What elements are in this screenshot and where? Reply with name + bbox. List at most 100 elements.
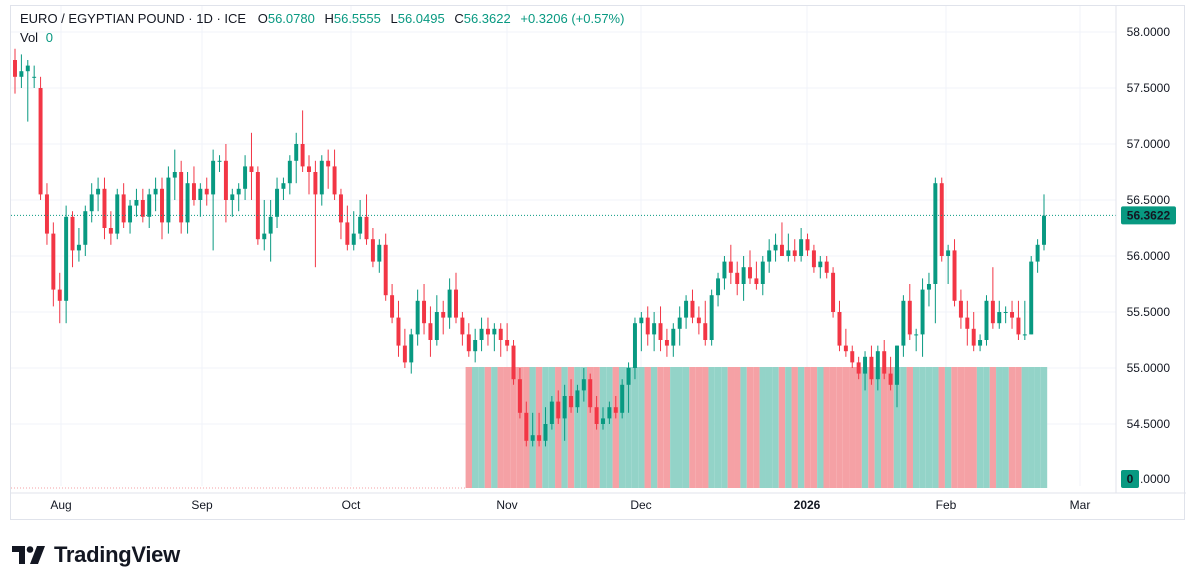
candle-body <box>613 407 618 413</box>
volume-bar <box>983 367 990 488</box>
candle-body <box>51 233 56 290</box>
x-tick-label: Aug <box>50 498 71 512</box>
candle-body <box>728 261 733 273</box>
candle-body <box>332 166 337 195</box>
close-value: 56.3622 <box>463 11 511 26</box>
volume-axis-label: .0000 <box>1140 472 1170 486</box>
candle-body <box>517 379 522 413</box>
candle-body <box>454 289 458 318</box>
candle-body <box>645 317 650 335</box>
candle-body <box>89 194 94 212</box>
volume-bar <box>989 367 997 488</box>
candle-body <box>153 188 158 195</box>
candle-body <box>19 71 24 77</box>
chart-frame[interactable]: 58.0000 57.5000 57.0000 56.5000 56.0000 55.50… <box>10 5 1186 521</box>
candle-body <box>754 278 759 284</box>
volume-bar <box>587 367 594 488</box>
volume-value: 0 <box>45 30 53 45</box>
candle-body <box>185 183 190 223</box>
candle-body <box>850 351 855 363</box>
candle-body <box>70 216 75 251</box>
volume-bar <box>778 367 786 488</box>
candle-body <box>1035 244 1040 262</box>
price-chart[interactable]: 58.0000 57.5000 57.0000 56.5000 56.0000 55.50… <box>11 6 1186 521</box>
volume-bar <box>484 367 492 488</box>
candle-body <box>607 407 612 419</box>
tradingview-logo[interactable]: TradingView <box>12 540 180 570</box>
volume-bar <box>836 367 843 488</box>
candle-body <box>377 244 382 262</box>
candle-body <box>530 435 535 441</box>
candle-body <box>179 172 184 223</box>
candle-body <box>652 323 657 335</box>
candle-body <box>735 272 740 284</box>
volume-bar <box>765 367 773 488</box>
candle-body <box>677 317 682 329</box>
candle-body <box>709 295 714 340</box>
candle-body <box>958 300 963 318</box>
candle-body <box>409 334 414 363</box>
volume-bar <box>695 367 703 488</box>
candle-body <box>971 328 976 346</box>
candle-body <box>230 194 235 200</box>
candle-body <box>358 216 363 234</box>
candle-body <box>102 188 107 228</box>
candle-body <box>96 188 101 195</box>
candle-body <box>588 379 593 408</box>
candle-body <box>147 194 152 217</box>
candle-body <box>914 334 919 336</box>
y-tick-label: 58.0000 <box>1127 25 1171 39</box>
volume-bar <box>650 367 658 488</box>
candle-body <box>792 250 797 256</box>
volume-bar <box>906 367 913 488</box>
volume-bar <box>791 367 798 488</box>
candle-body <box>511 345 516 380</box>
volume-bar <box>676 367 683 488</box>
candle-body <box>703 323 708 340</box>
volume-bar <box>465 367 472 488</box>
volume-bar <box>497 367 504 488</box>
candle-body <box>294 144 299 161</box>
volume-bar <box>580 367 588 488</box>
volume-label[interactable]: Vol <box>20 30 39 45</box>
volume-bar <box>912 367 920 488</box>
candle-body <box>108 228 113 234</box>
candle-body <box>952 250 957 301</box>
high-value: 56.5555 <box>333 11 381 26</box>
volume-bar <box>944 367 952 488</box>
candle-body <box>658 323 663 340</box>
y-tick-label: 55.0000 <box>1127 361 1171 375</box>
candle-body <box>422 300 427 324</box>
volume-bar <box>925 367 933 488</box>
volume-bar <box>842 367 850 488</box>
low-value: 56.0495 <box>397 11 445 26</box>
candle-body <box>888 373 893 385</box>
candle-body <box>1010 312 1015 318</box>
candle-body <box>575 390 580 408</box>
low-label: L <box>390 11 398 26</box>
symbol-title[interactable]: EURO / EGYPTIAN POUND · 1D · ICE <box>20 11 247 26</box>
volume-bar <box>516 367 524 488</box>
candle-body <box>716 278 721 296</box>
volume-bar <box>631 367 639 488</box>
candle-body <box>383 244 388 296</box>
volume-bar <box>874 367 882 488</box>
volume-bar <box>503 367 511 488</box>
candle-body <box>779 244 784 256</box>
candle-body <box>632 323 637 368</box>
volume-bar <box>555 367 562 488</box>
candle-body <box>875 351 880 380</box>
y-tick-label: 54.5000 <box>1127 417 1171 431</box>
candle-body <box>319 160 324 195</box>
volume-bar <box>996 367 1003 488</box>
candle-body <box>990 300 995 324</box>
candle-body <box>485 328 490 335</box>
candle-body <box>275 188 280 217</box>
axes: 58.0000 57.5000 57.0000 56.5000 56.0000 55.50… <box>11 6 1186 512</box>
candle-body <box>479 328 484 340</box>
volume-bar <box>817 367 824 488</box>
candle-body <box>492 328 497 335</box>
volume-bar <box>849 367 856 488</box>
candle-body <box>32 76 37 78</box>
volume-bar <box>964 367 971 488</box>
